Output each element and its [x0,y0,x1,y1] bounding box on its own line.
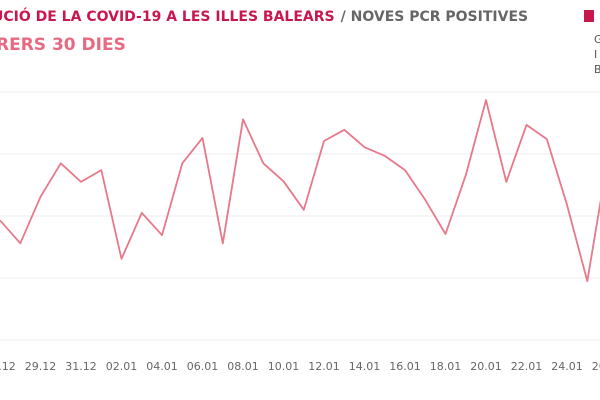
x-tick-label: 29.12 [25,360,57,373]
logo-letter: I [594,48,597,61]
logo-letter: G [594,33,600,46]
x-tick-label: 18.01 [430,360,462,373]
x-tick-label: 06.01 [187,360,219,373]
data-line [0,99,600,283]
x-tick-label: 12.01 [308,360,340,373]
x-tick-label: 02.01 [106,360,138,373]
x-tick-label: 22.01 [511,360,543,373]
x-tick-label: 10.01 [268,360,300,373]
x-tick-label: 08.01 [227,360,259,373]
logo-mark [584,10,594,22]
chart-subtitle: RERS 30 DIES [0,35,126,55]
x-tick-label: 04.01 [146,360,178,373]
title-secondary: / NOVES PCR POSITIVES [341,9,528,25]
x-tick-label: 16.01 [389,360,421,373]
x-tick-label: 27.12 [0,360,16,373]
x-tick-label: 31.12 [65,360,97,373]
x-tick-label: 20.01 [470,360,502,373]
x-tick-label: 14.01 [349,360,381,373]
chart-title: UCIÓ DE LA COVID-19 A LES ILLES BALEARS /… [0,7,528,25]
x-tick-label: 24.01 [551,360,583,373]
x-tick-label: 26.01 [592,360,600,373]
title-main: UCIÓ DE LA COVID-19 A LES ILLES BALEARS [0,7,335,25]
logo-letter: B [594,63,600,76]
